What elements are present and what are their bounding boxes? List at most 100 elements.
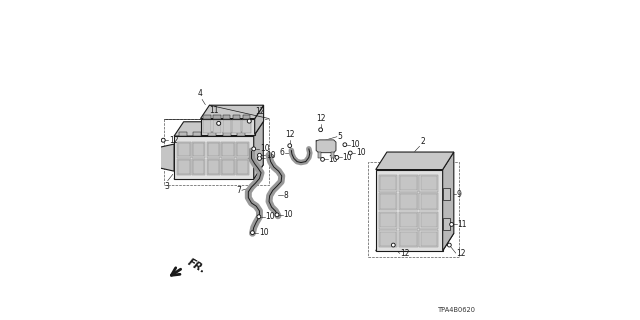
Bar (443, 188, 450, 200)
Bar (178, 160, 189, 174)
Bar (207, 141, 220, 158)
Text: 10: 10 (260, 144, 269, 153)
Bar (177, 141, 191, 158)
Bar (236, 141, 249, 158)
Circle shape (259, 155, 260, 156)
Circle shape (217, 122, 220, 125)
Polygon shape (255, 105, 264, 134)
Text: 10: 10 (259, 228, 268, 237)
Bar (237, 160, 248, 174)
Bar (207, 143, 219, 156)
Circle shape (448, 244, 451, 247)
Bar (208, 132, 216, 136)
Bar (221, 159, 235, 175)
Bar (419, 175, 438, 192)
Polygon shape (376, 233, 454, 251)
Circle shape (276, 214, 278, 216)
Circle shape (252, 232, 253, 233)
Text: TPA4B0620: TPA4B0620 (438, 308, 476, 313)
Polygon shape (160, 144, 174, 171)
Bar (223, 132, 231, 136)
Bar (243, 121, 251, 132)
Circle shape (257, 215, 260, 218)
Text: 12: 12 (456, 249, 466, 258)
Circle shape (275, 213, 278, 216)
Bar (207, 159, 220, 175)
Circle shape (344, 144, 346, 146)
Bar (192, 141, 205, 158)
Bar (420, 213, 437, 228)
Bar (380, 213, 396, 228)
Bar (368, 162, 459, 257)
Bar (399, 193, 418, 210)
Bar (212, 121, 221, 132)
Polygon shape (443, 152, 454, 251)
Bar (193, 160, 204, 174)
Circle shape (343, 143, 346, 146)
Bar (237, 143, 248, 156)
Bar (420, 195, 437, 209)
Circle shape (335, 156, 339, 159)
Circle shape (163, 140, 164, 141)
Circle shape (451, 224, 452, 225)
Text: 12: 12 (255, 107, 265, 116)
Polygon shape (376, 152, 454, 170)
Text: 12: 12 (400, 250, 410, 259)
Bar (420, 232, 437, 246)
Circle shape (251, 231, 254, 234)
Bar (237, 132, 245, 136)
Bar (204, 116, 211, 119)
Polygon shape (174, 122, 263, 136)
Circle shape (258, 157, 261, 160)
Polygon shape (376, 170, 443, 251)
Bar (443, 218, 450, 230)
Bar (400, 195, 417, 209)
Bar (399, 230, 418, 247)
Bar (222, 143, 234, 156)
Bar (222, 160, 234, 174)
Text: 12: 12 (265, 154, 275, 163)
Circle shape (248, 120, 250, 122)
Circle shape (449, 244, 450, 246)
Bar (400, 232, 417, 246)
Text: 6: 6 (280, 148, 284, 157)
Circle shape (289, 145, 291, 147)
Circle shape (161, 139, 165, 142)
Bar (177, 159, 191, 175)
Bar (213, 116, 221, 119)
Bar (178, 143, 189, 156)
Bar (419, 193, 438, 210)
Text: 10: 10 (351, 140, 360, 149)
Circle shape (252, 147, 255, 150)
Bar (192, 159, 205, 175)
Bar (243, 116, 250, 119)
Bar (318, 152, 321, 158)
Bar (399, 175, 418, 192)
Text: 12: 12 (316, 114, 325, 123)
Text: 10: 10 (356, 148, 365, 157)
Circle shape (349, 151, 352, 155)
Bar (232, 121, 241, 132)
Circle shape (218, 123, 220, 124)
Text: 10: 10 (342, 153, 352, 162)
Text: FR.: FR. (186, 257, 207, 275)
Text: 10: 10 (284, 210, 293, 219)
Polygon shape (200, 105, 264, 119)
Bar (380, 176, 396, 190)
Bar (379, 212, 397, 229)
Bar (164, 119, 269, 186)
Text: 3: 3 (164, 182, 170, 191)
Circle shape (288, 144, 291, 147)
Circle shape (258, 216, 260, 218)
Bar (331, 152, 334, 158)
Circle shape (392, 244, 395, 247)
Text: 10: 10 (265, 212, 275, 221)
Bar (236, 159, 249, 175)
Bar (193, 132, 202, 136)
Circle shape (392, 244, 394, 246)
Bar (379, 193, 397, 210)
Circle shape (259, 158, 260, 159)
Polygon shape (200, 119, 255, 134)
Bar (400, 213, 417, 228)
Text: 11: 11 (458, 220, 467, 229)
